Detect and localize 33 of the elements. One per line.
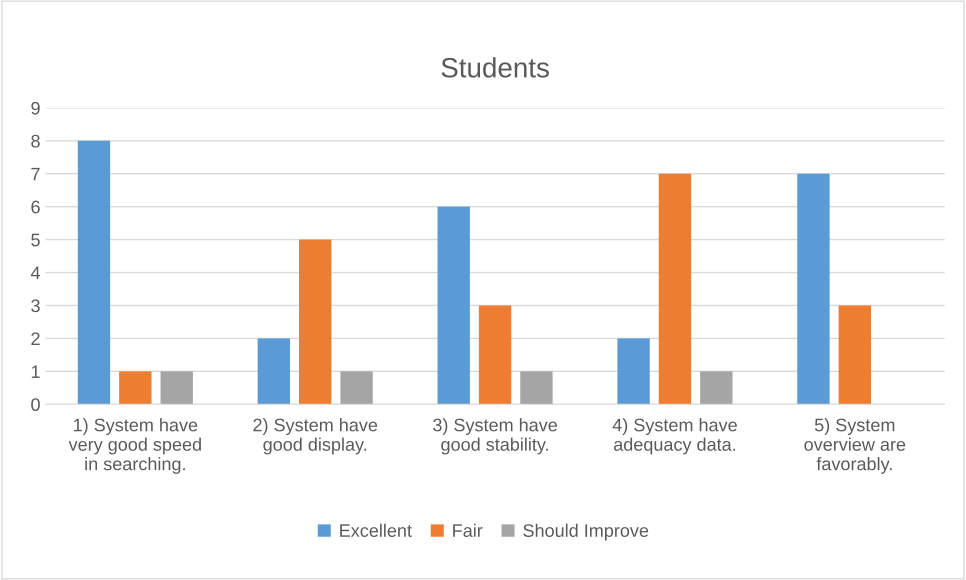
bar	[617, 338, 650, 404]
y-tick-label: 9	[31, 102, 40, 115]
bar	[520, 371, 553, 404]
bar	[160, 371, 193, 404]
legend-label: Should Improve	[523, 524, 648, 541]
bar	[478, 305, 512, 404]
bar	[258, 338, 290, 404]
bar	[658, 174, 692, 404]
x-tick-label: 4) System have adequacy data.	[612, 418, 737, 454]
bar	[78, 140, 110, 404]
bar	[700, 371, 732, 404]
x-tick-label: 1) System have very good speed in searching.	[68, 418, 201, 474]
bar	[438, 206, 470, 404]
bar	[119, 371, 152, 404]
x-tick-label: 5) System overview are favorably.	[804, 418, 906, 474]
legend-label: Excellent	[340, 524, 412, 537]
bar	[797, 174, 830, 404]
y-tick-label: 5	[31, 234, 40, 246]
y-tick-label: 7	[31, 168, 40, 180]
x-tick-label: 3) System have good stability.	[433, 418, 557, 454]
chart-title: Students	[442, 57, 549, 78]
y-tick-label: 6	[31, 200, 40, 214]
y-tick-label: 0	[31, 398, 40, 411]
y-tick-label: 1	[32, 365, 40, 378]
bar	[340, 371, 373, 404]
y-tick-label: 4	[30, 266, 40, 280]
y-tick-label: 2	[31, 332, 40, 345]
x-tick-label: 2) System have good display.	[253, 418, 378, 454]
bar	[838, 305, 871, 404]
legend-label: Fair	[453, 524, 482, 537]
bar	[299, 240, 332, 404]
y-tick-label: 3	[31, 299, 40, 312]
y-tick-label: 8	[31, 134, 40, 148]
